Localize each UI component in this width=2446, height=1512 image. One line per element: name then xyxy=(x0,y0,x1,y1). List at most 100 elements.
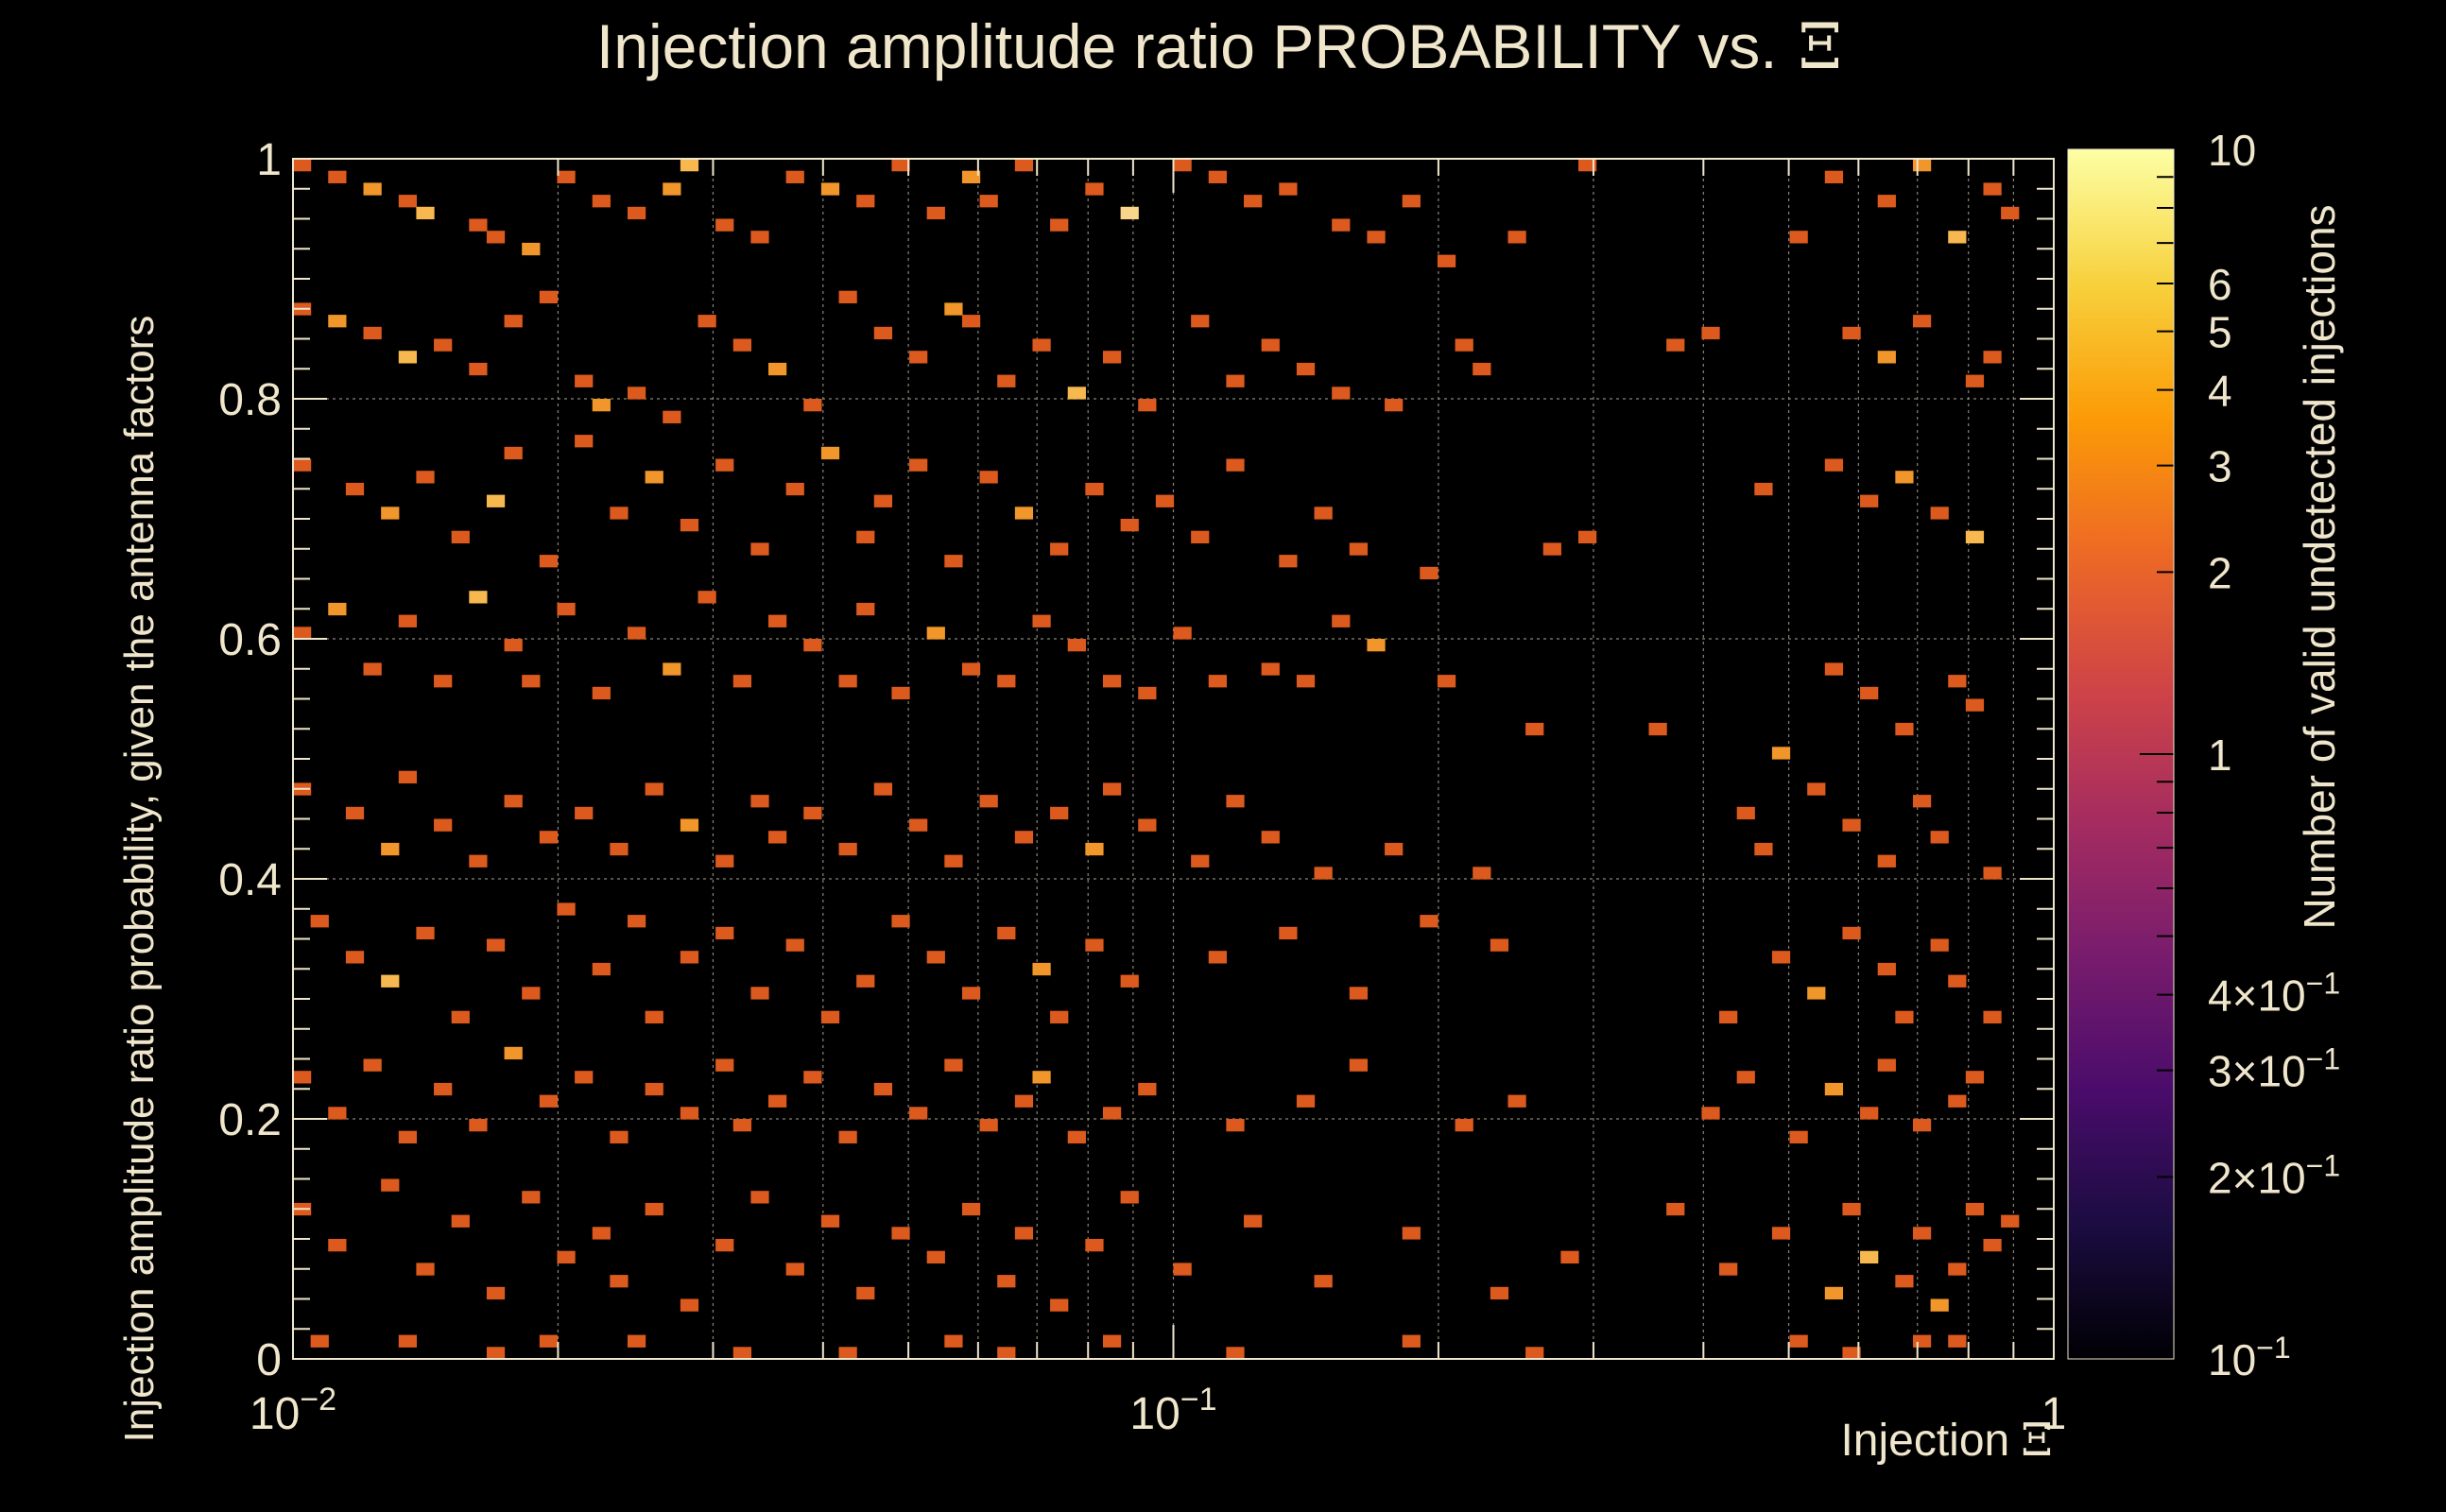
heatmap-cell xyxy=(504,315,523,328)
heatmap-cell xyxy=(1420,566,1438,580)
heatmap-cell xyxy=(310,1334,329,1348)
heatmap-cell xyxy=(645,1010,663,1023)
heatmap-cell xyxy=(1948,675,1967,688)
colorbar-tick-label: 10−1 xyxy=(2208,1331,2291,1384)
heatmap-cell xyxy=(1385,399,1404,412)
heatmap-cell xyxy=(645,471,663,484)
heatmap-cell xyxy=(1332,614,1351,627)
y-tick-label: 0.6 xyxy=(218,615,282,665)
heatmap-cell xyxy=(1877,351,1896,364)
heatmap-cell xyxy=(1736,1071,1755,1084)
heatmap-cell xyxy=(1895,471,1914,484)
heatmap-cell xyxy=(1895,1275,1914,1288)
heatmap-cell xyxy=(1102,1334,1122,1348)
colorbar-tick-label: 3×10−1 xyxy=(2208,1042,2340,1096)
heatmap-cell xyxy=(1173,159,1192,172)
heatmap-cell xyxy=(1912,1227,1932,1240)
heatmap-cell xyxy=(1842,1347,1861,1360)
heatmap-cell xyxy=(469,1119,488,1132)
x-tick-labels: 10−2 10−1 1 xyxy=(250,1382,2066,1439)
heatmap-cell xyxy=(1437,675,1456,688)
heatmap-cell xyxy=(1473,362,1491,376)
heatmap-cell xyxy=(557,902,576,916)
heatmap-cell xyxy=(1173,1263,1192,1276)
heatmap-cell xyxy=(944,854,963,868)
heatmap-cell xyxy=(803,639,822,652)
heatmap-cell xyxy=(1085,938,1104,952)
heatmap-cell xyxy=(1930,831,1949,844)
heatmap-cell xyxy=(1666,338,1685,352)
heatmap-cell xyxy=(1455,1119,1473,1132)
heatmap-cell xyxy=(997,675,1016,688)
heatmap-cell xyxy=(1965,374,1985,387)
x-tick-label: 10−2 xyxy=(250,1382,336,1439)
heatmap-cell xyxy=(1226,458,1245,472)
heatmap-cell xyxy=(1032,614,1051,627)
heatmap-cell xyxy=(979,195,998,208)
heatmap-cell xyxy=(575,435,594,448)
heatmap-cell xyxy=(1226,1347,1245,1360)
heatmap-cell xyxy=(575,1071,594,1084)
heatmap-cell xyxy=(1279,926,1298,940)
heatmap-cell xyxy=(539,831,559,844)
heatmap-cell xyxy=(1367,639,1386,652)
heatmap-cell xyxy=(979,1119,998,1132)
heatmap-cell xyxy=(838,1130,857,1143)
heatmap-cell xyxy=(557,170,576,183)
heatmap-cell xyxy=(1912,795,1932,808)
heatmap-cell xyxy=(1085,182,1104,196)
heatmap-cell xyxy=(1912,1334,1932,1348)
heatmap-cell xyxy=(504,1046,523,1060)
heatmap-cell xyxy=(891,686,910,700)
colorbar-tick-labels: 10 65 4 3 2 1 4×10−1 3×10−1 2×10−1 10−1 xyxy=(2208,126,2340,1384)
heatmap-cell xyxy=(1050,1010,1069,1023)
heatmap-cell xyxy=(944,1058,963,1072)
heatmap-cell xyxy=(345,482,365,496)
heatmap-cell xyxy=(820,182,840,196)
heatmap-cell xyxy=(557,602,576,616)
heatmap-cell xyxy=(1208,675,1227,688)
heatmap-cell xyxy=(592,1227,611,1240)
heatmap-cell xyxy=(398,351,418,364)
heatmap-cell xyxy=(381,842,400,856)
heatmap-cell xyxy=(1965,698,1985,712)
heatmap-cell xyxy=(1930,938,1949,952)
heatmap-cell xyxy=(1349,1058,1369,1072)
heatmap-cell xyxy=(539,555,559,568)
heatmap-cell xyxy=(1349,542,1369,556)
heatmap-cell xyxy=(768,362,787,376)
heatmap-cell xyxy=(732,1119,751,1132)
heatmap-cell xyxy=(1666,1202,1685,1216)
heatmap-cell xyxy=(750,1191,769,1204)
heatmap-cell xyxy=(1102,351,1122,364)
heatmap-cell xyxy=(1877,962,1896,976)
heatmap-cell xyxy=(715,1058,734,1072)
heatmap-cell xyxy=(416,206,435,220)
heatmap-cell xyxy=(1525,722,1544,736)
heatmap-cell xyxy=(838,1347,857,1360)
heatmap-cell xyxy=(434,338,453,352)
heatmap-cell xyxy=(1332,387,1351,400)
x-axis-label-symbol: Ξ xyxy=(2021,1414,2053,1467)
heatmap-cell xyxy=(1102,782,1122,796)
heatmap-cell xyxy=(328,315,347,328)
heatmap-cell xyxy=(539,1334,559,1348)
y-tick-label: 1 xyxy=(256,135,282,185)
heatmap-cell xyxy=(715,218,734,232)
heatmap-cell xyxy=(1895,1010,1914,1023)
heatmap-cell xyxy=(293,159,312,172)
heatmap-cell xyxy=(1771,1227,1791,1240)
heatmap-cell xyxy=(293,1071,312,1084)
heatmap-cell xyxy=(610,507,629,520)
heatmap-cell xyxy=(627,387,646,400)
heatmap-cell xyxy=(1824,1286,1844,1300)
heatmap-cell xyxy=(381,974,400,988)
heatmap-cell xyxy=(1948,231,1967,244)
x-tick-label: 1 xyxy=(2041,1389,2067,1439)
heatmap-cell xyxy=(1807,987,1826,1000)
heatmap-cell xyxy=(1542,542,1561,556)
colorbar-tick-label: 4×10−1 xyxy=(2208,967,2340,1021)
heatmap-cell xyxy=(504,795,523,808)
heatmap-cell xyxy=(1191,530,1210,543)
heatmap-cell xyxy=(1208,951,1227,964)
